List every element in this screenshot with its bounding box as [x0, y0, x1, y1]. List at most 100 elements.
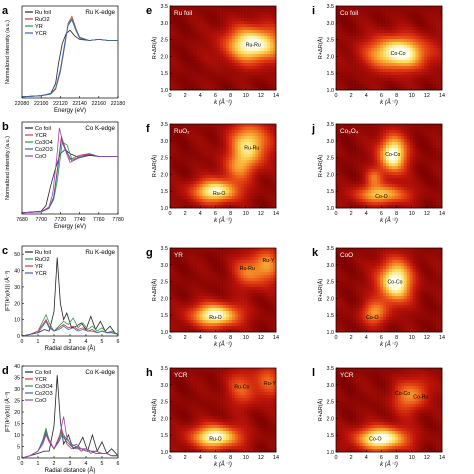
heatmap-cell [181, 398, 186, 402]
heatmap-cell [252, 69, 256, 73]
heatmap-cell [261, 163, 265, 167]
heatmap-cell [178, 151, 183, 155]
heatmap-cell [353, 81, 357, 85]
plot-frame [169, 123, 277, 209]
heatmap-cell [264, 287, 268, 291]
heatmap-cell [237, 36, 241, 40]
heatmap-cell [344, 27, 349, 31]
heatmap-cell [362, 21, 366, 25]
heatmap-cell [264, 278, 268, 282]
heatmap-cell [403, 39, 407, 43]
heatmap-cell [193, 329, 197, 333]
heatmap-cell [208, 269, 212, 273]
heatmap-cell [249, 69, 253, 73]
heatmap-cell [187, 386, 191, 390]
heatmap-cell [228, 299, 233, 303]
heatmap-cell [211, 368, 215, 372]
heatmap-cell [223, 257, 227, 261]
y-tick-label: 1.0 [161, 206, 169, 212]
heatmap-cell [237, 419, 241, 423]
heatmap-cell [336, 18, 340, 22]
heatmap-cell [243, 187, 247, 191]
heatmap-cell [267, 251, 271, 255]
heatmap-cell [234, 136, 239, 140]
heatmap-cell [400, 78, 405, 82]
heatmap-cell [199, 196, 203, 200]
heatmap-cell [225, 374, 230, 378]
heatmap-cell [267, 311, 271, 315]
heatmap-cell [264, 263, 268, 267]
heatmap-cell [246, 24, 250, 28]
heatmap-cell [208, 75, 212, 79]
heatmap-cell [231, 148, 236, 152]
heatmap-cell [400, 66, 405, 70]
heatmap-cell [193, 193, 197, 197]
heatmap-cell [264, 63, 268, 67]
heatmap-cell [187, 293, 191, 297]
heatmap-cell [261, 269, 265, 273]
heatmap-cell [223, 251, 227, 255]
heatmap-cell [172, 9, 177, 13]
heatmap-cell [190, 416, 194, 420]
heatmap-cell [255, 42, 259, 46]
heatmap-cell [193, 419, 197, 423]
heatmap-cell [193, 272, 197, 276]
heatmap-cell [193, 383, 197, 387]
heatmap-cell [193, 133, 197, 137]
heatmap-cell [400, 84, 405, 88]
heatmap-cell [193, 320, 197, 324]
heatmap-cell [249, 15, 253, 19]
heatmap-cell [234, 278, 239, 282]
heatmap-cell [205, 187, 209, 191]
heatmap-cell [249, 296, 253, 300]
heatmap-cell [228, 380, 233, 384]
heatmap-cell [371, 57, 375, 61]
heatmap-cell [261, 398, 265, 402]
heatmap-cell [170, 254, 174, 258]
heatmap-cell [217, 27, 221, 31]
heatmap-cell [365, 75, 369, 79]
heatmap-cell [270, 308, 274, 312]
heatmap-cell [231, 263, 236, 267]
heatmap-cell [220, 383, 224, 387]
heatmap-cell [184, 260, 188, 264]
heatmap-cell [267, 404, 271, 408]
heatmap-cell [273, 12, 277, 16]
heatmap-cell [199, 446, 203, 450]
heatmap-cell [237, 413, 241, 417]
heatmap-cell [362, 45, 366, 49]
heatmap-cell [202, 281, 206, 285]
heatmap-cell [193, 145, 197, 149]
heatmap-cell [199, 81, 203, 85]
heatmap-cell [341, 39, 346, 43]
heatmap-cell [187, 446, 191, 450]
heatmap-cell [178, 446, 183, 450]
heatmap-cell [205, 401, 209, 405]
heatmap-cell [202, 24, 206, 28]
heatmap-cell [228, 323, 233, 327]
heatmap-cell [273, 329, 277, 333]
heatmap-cell [258, 254, 262, 258]
heatmap-cell [190, 30, 194, 34]
heatmap-cell [220, 422, 224, 426]
heatmap-cell [243, 30, 247, 34]
heatmap-cell [178, 139, 183, 143]
heatmap-cell [184, 39, 188, 43]
heatmap-cell [211, 187, 215, 191]
heatmap-cell [237, 172, 241, 176]
heatmap-cell [246, 36, 250, 40]
heatmap-cell [368, 12, 372, 16]
heatmap-cell [193, 446, 197, 450]
heatmap-cell [371, 69, 375, 73]
heatmap-cell [273, 371, 277, 375]
heatmap-cell [220, 386, 224, 390]
heatmap-cell [223, 323, 227, 327]
heatmap-cell [178, 317, 183, 321]
heatmap-cell [264, 398, 268, 402]
heatmap-cell [350, 6, 354, 10]
heatmap-cell [240, 275, 244, 279]
heatmap-cell [359, 24, 363, 28]
heatmap-cell [243, 443, 247, 447]
heatmap-cell [199, 145, 203, 149]
heatmap-cell [228, 66, 233, 70]
